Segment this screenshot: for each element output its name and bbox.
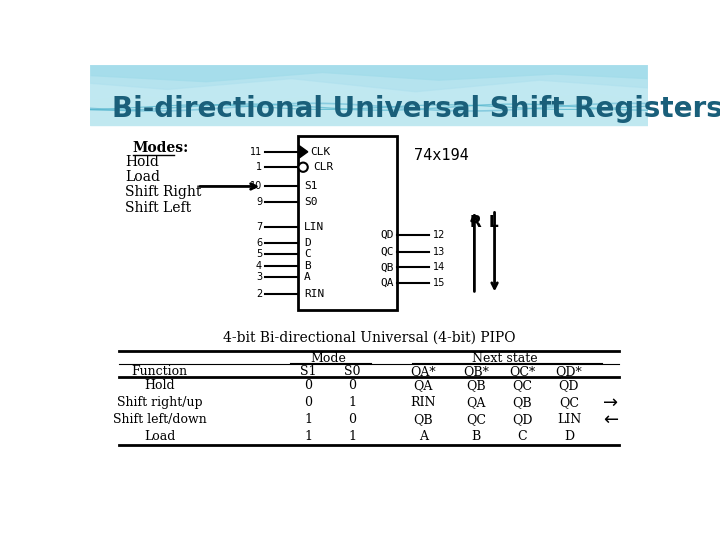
Text: 0: 0: [348, 413, 356, 426]
Text: S1: S1: [304, 181, 318, 192]
Text: 10: 10: [250, 181, 262, 192]
Text: 1: 1: [305, 413, 312, 426]
Text: B: B: [304, 261, 310, 271]
Text: 6: 6: [256, 238, 262, 248]
Text: CLK: CLK: [310, 147, 330, 157]
Text: QB*: QB*: [463, 364, 489, 378]
Text: Mode: Mode: [311, 352, 346, 365]
Text: QA*: QA*: [410, 364, 436, 378]
Polygon shape: [300, 146, 307, 158]
Text: LIN: LIN: [557, 413, 581, 426]
Text: 9: 9: [256, 197, 262, 207]
Text: Shift Left: Shift Left: [125, 201, 191, 215]
Text: 15: 15: [433, 278, 445, 288]
Text: C: C: [304, 249, 310, 259]
Text: QC*: QC*: [509, 364, 536, 378]
Text: 4-bit Bi-directional Universal (4-bit) PIPO: 4-bit Bi-directional Universal (4-bit) P…: [222, 331, 516, 345]
Text: A: A: [304, 272, 310, 281]
Text: RIN: RIN: [304, 289, 324, 299]
Polygon shape: [90, 65, 648, 82]
Text: 4: 4: [256, 261, 262, 271]
Bar: [90, 65, 648, 125]
Text: 0: 0: [305, 396, 312, 409]
Text: S1: S1: [300, 364, 317, 378]
Text: Modes:: Modes:: [132, 141, 189, 155]
Text: A: A: [419, 430, 428, 443]
Text: 0: 0: [348, 380, 356, 393]
Text: B: B: [472, 430, 480, 443]
Text: 7: 7: [256, 222, 262, 232]
Text: 11: 11: [250, 147, 262, 157]
Text: QC: QC: [513, 380, 533, 393]
Text: 0: 0: [305, 380, 312, 393]
Text: QD: QD: [559, 380, 579, 393]
Text: D: D: [564, 430, 574, 443]
Text: 2: 2: [256, 289, 262, 299]
Text: 1: 1: [305, 430, 312, 443]
Text: Next state: Next state: [472, 352, 537, 365]
Text: 3: 3: [256, 272, 262, 281]
Text: D: D: [304, 238, 310, 248]
Text: QA: QA: [380, 278, 394, 288]
Text: →: →: [603, 394, 618, 412]
Text: 1: 1: [348, 430, 356, 443]
Text: 13: 13: [433, 247, 445, 257]
Text: 5: 5: [256, 249, 262, 259]
Text: Hold: Hold: [145, 380, 175, 393]
Text: S0: S0: [343, 364, 360, 378]
Text: Load: Load: [144, 430, 176, 443]
Text: Bi-directional Universal Shift Registers: Bi-directional Universal Shift Registers: [112, 95, 720, 123]
Text: Shift left/down: Shift left/down: [113, 413, 207, 426]
Text: QD: QD: [512, 413, 533, 426]
Text: Shift right/up: Shift right/up: [117, 396, 202, 409]
Text: QC: QC: [559, 396, 579, 409]
Text: Shift Right: Shift Right: [125, 185, 202, 199]
Polygon shape: [90, 65, 648, 105]
Text: Load: Load: [125, 170, 160, 184]
Text: QB: QB: [513, 396, 532, 409]
Text: Hold: Hold: [125, 154, 158, 168]
Text: ←: ←: [603, 411, 618, 429]
Polygon shape: [90, 65, 648, 92]
Text: R: R: [469, 215, 482, 230]
Text: LIN: LIN: [304, 222, 324, 232]
Text: QA: QA: [467, 396, 485, 409]
Text: 14: 14: [433, 262, 445, 272]
Text: CLR: CLR: [313, 162, 333, 172]
Text: Function: Function: [132, 364, 188, 378]
Text: QD*: QD*: [556, 364, 582, 378]
Text: L: L: [489, 215, 499, 230]
Text: QB: QB: [413, 413, 433, 426]
Bar: [297, 137, 397, 309]
Text: S0: S0: [304, 197, 318, 207]
Text: 12: 12: [433, 230, 445, 240]
Circle shape: [299, 163, 307, 172]
Text: QC: QC: [380, 247, 394, 257]
Text: QC: QC: [466, 413, 486, 426]
Text: QD: QD: [380, 230, 394, 240]
Text: RIN: RIN: [410, 396, 436, 409]
Text: QB: QB: [466, 380, 486, 393]
Text: QA: QA: [413, 380, 433, 393]
Text: C: C: [518, 430, 527, 443]
Text: QB: QB: [380, 262, 394, 272]
Text: 1: 1: [348, 396, 356, 409]
Text: 1: 1: [256, 162, 262, 172]
Text: 74x194: 74x194: [414, 147, 469, 163]
